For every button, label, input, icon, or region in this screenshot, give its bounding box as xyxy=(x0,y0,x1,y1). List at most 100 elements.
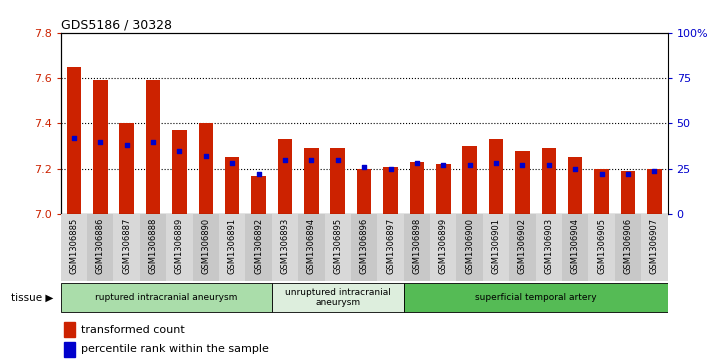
Bar xyxy=(193,214,219,281)
Point xyxy=(94,139,106,144)
Bar xyxy=(166,214,193,281)
Point xyxy=(464,162,476,168)
Bar xyxy=(568,158,583,214)
Bar xyxy=(246,214,272,281)
Bar xyxy=(298,214,325,281)
Point xyxy=(253,171,264,177)
Point xyxy=(438,162,449,168)
Text: GSM1306905: GSM1306905 xyxy=(597,217,606,274)
Bar xyxy=(436,164,451,214)
Point xyxy=(279,157,291,163)
Bar xyxy=(325,214,351,281)
Bar xyxy=(377,214,403,281)
Bar xyxy=(61,214,87,281)
Bar xyxy=(430,214,456,281)
Bar xyxy=(66,67,81,214)
Text: GSM1306898: GSM1306898 xyxy=(413,217,421,274)
Text: tissue ▶: tissue ▶ xyxy=(11,293,53,303)
Text: unruptured intracranial
aneurysm: unruptured intracranial aneurysm xyxy=(285,288,391,307)
Text: GSM1306901: GSM1306901 xyxy=(491,217,501,274)
Point xyxy=(68,135,79,141)
Bar xyxy=(615,214,641,281)
Point xyxy=(385,166,396,172)
Bar xyxy=(304,148,318,214)
Bar xyxy=(483,214,509,281)
Text: GSM1306903: GSM1306903 xyxy=(544,217,553,274)
Point xyxy=(596,171,608,177)
Bar xyxy=(198,123,213,214)
FancyBboxPatch shape xyxy=(272,283,403,312)
Text: GSM1306906: GSM1306906 xyxy=(623,217,633,274)
Bar xyxy=(331,148,345,214)
Bar xyxy=(542,148,556,214)
Bar xyxy=(225,158,239,214)
Bar xyxy=(64,342,75,357)
Bar xyxy=(516,151,530,214)
Bar xyxy=(64,322,75,337)
Bar xyxy=(351,214,377,281)
Bar xyxy=(594,169,609,214)
Bar xyxy=(509,214,536,281)
Bar xyxy=(219,214,246,281)
Bar xyxy=(87,214,114,281)
Bar xyxy=(93,80,108,214)
Point xyxy=(226,160,238,166)
Text: GSM1306886: GSM1306886 xyxy=(96,217,105,274)
Point xyxy=(517,162,528,168)
Text: GSM1306887: GSM1306887 xyxy=(122,217,131,274)
Text: GSM1306895: GSM1306895 xyxy=(333,217,342,274)
Point xyxy=(649,168,660,174)
Text: GSM1306896: GSM1306896 xyxy=(360,217,368,274)
Text: GSM1306890: GSM1306890 xyxy=(201,217,211,274)
Bar xyxy=(357,169,371,214)
Text: GSM1306900: GSM1306900 xyxy=(466,217,474,274)
Bar xyxy=(119,123,134,214)
Text: GSM1306907: GSM1306907 xyxy=(650,217,659,274)
Text: GSM1306902: GSM1306902 xyxy=(518,217,527,274)
Text: GSM1306888: GSM1306888 xyxy=(149,217,158,274)
Bar xyxy=(114,214,140,281)
Point xyxy=(570,166,581,172)
Bar xyxy=(536,214,562,281)
Text: GSM1306894: GSM1306894 xyxy=(307,217,316,274)
Text: GSM1306892: GSM1306892 xyxy=(254,217,263,274)
Text: GSM1306899: GSM1306899 xyxy=(439,217,448,274)
Text: GSM1306889: GSM1306889 xyxy=(175,217,184,274)
Bar xyxy=(489,139,503,214)
Bar xyxy=(463,146,477,214)
Point xyxy=(121,142,132,148)
Bar xyxy=(140,214,166,281)
Point xyxy=(147,139,159,144)
Text: ruptured intracranial aneurysm: ruptured intracranial aneurysm xyxy=(95,293,238,302)
Point xyxy=(543,162,555,168)
Bar xyxy=(272,214,298,281)
Text: GDS5186 / 30328: GDS5186 / 30328 xyxy=(61,19,171,32)
Bar xyxy=(403,214,430,281)
Bar xyxy=(172,130,186,214)
Bar xyxy=(146,80,161,214)
Bar xyxy=(278,139,292,214)
Text: transformed count: transformed count xyxy=(81,325,184,335)
Bar xyxy=(641,214,668,281)
Text: GSM1306897: GSM1306897 xyxy=(386,217,395,274)
Bar xyxy=(647,169,662,214)
Point xyxy=(174,148,185,154)
FancyBboxPatch shape xyxy=(403,283,668,312)
Point xyxy=(306,157,317,163)
Text: GSM1306891: GSM1306891 xyxy=(228,217,237,274)
Bar xyxy=(251,176,266,214)
Text: GSM1306904: GSM1306904 xyxy=(570,217,580,274)
Point xyxy=(623,171,634,177)
Point xyxy=(200,153,211,159)
Bar xyxy=(456,214,483,281)
Point xyxy=(491,160,502,166)
Bar xyxy=(383,167,398,214)
Bar xyxy=(620,171,635,214)
Bar xyxy=(410,162,424,214)
Text: superficial temporal artery: superficial temporal artery xyxy=(475,293,596,302)
Text: GSM1306885: GSM1306885 xyxy=(69,217,79,274)
Text: GSM1306893: GSM1306893 xyxy=(281,217,289,274)
Point xyxy=(332,157,343,163)
Text: percentile rank within the sample: percentile rank within the sample xyxy=(81,344,268,354)
Bar xyxy=(562,214,588,281)
